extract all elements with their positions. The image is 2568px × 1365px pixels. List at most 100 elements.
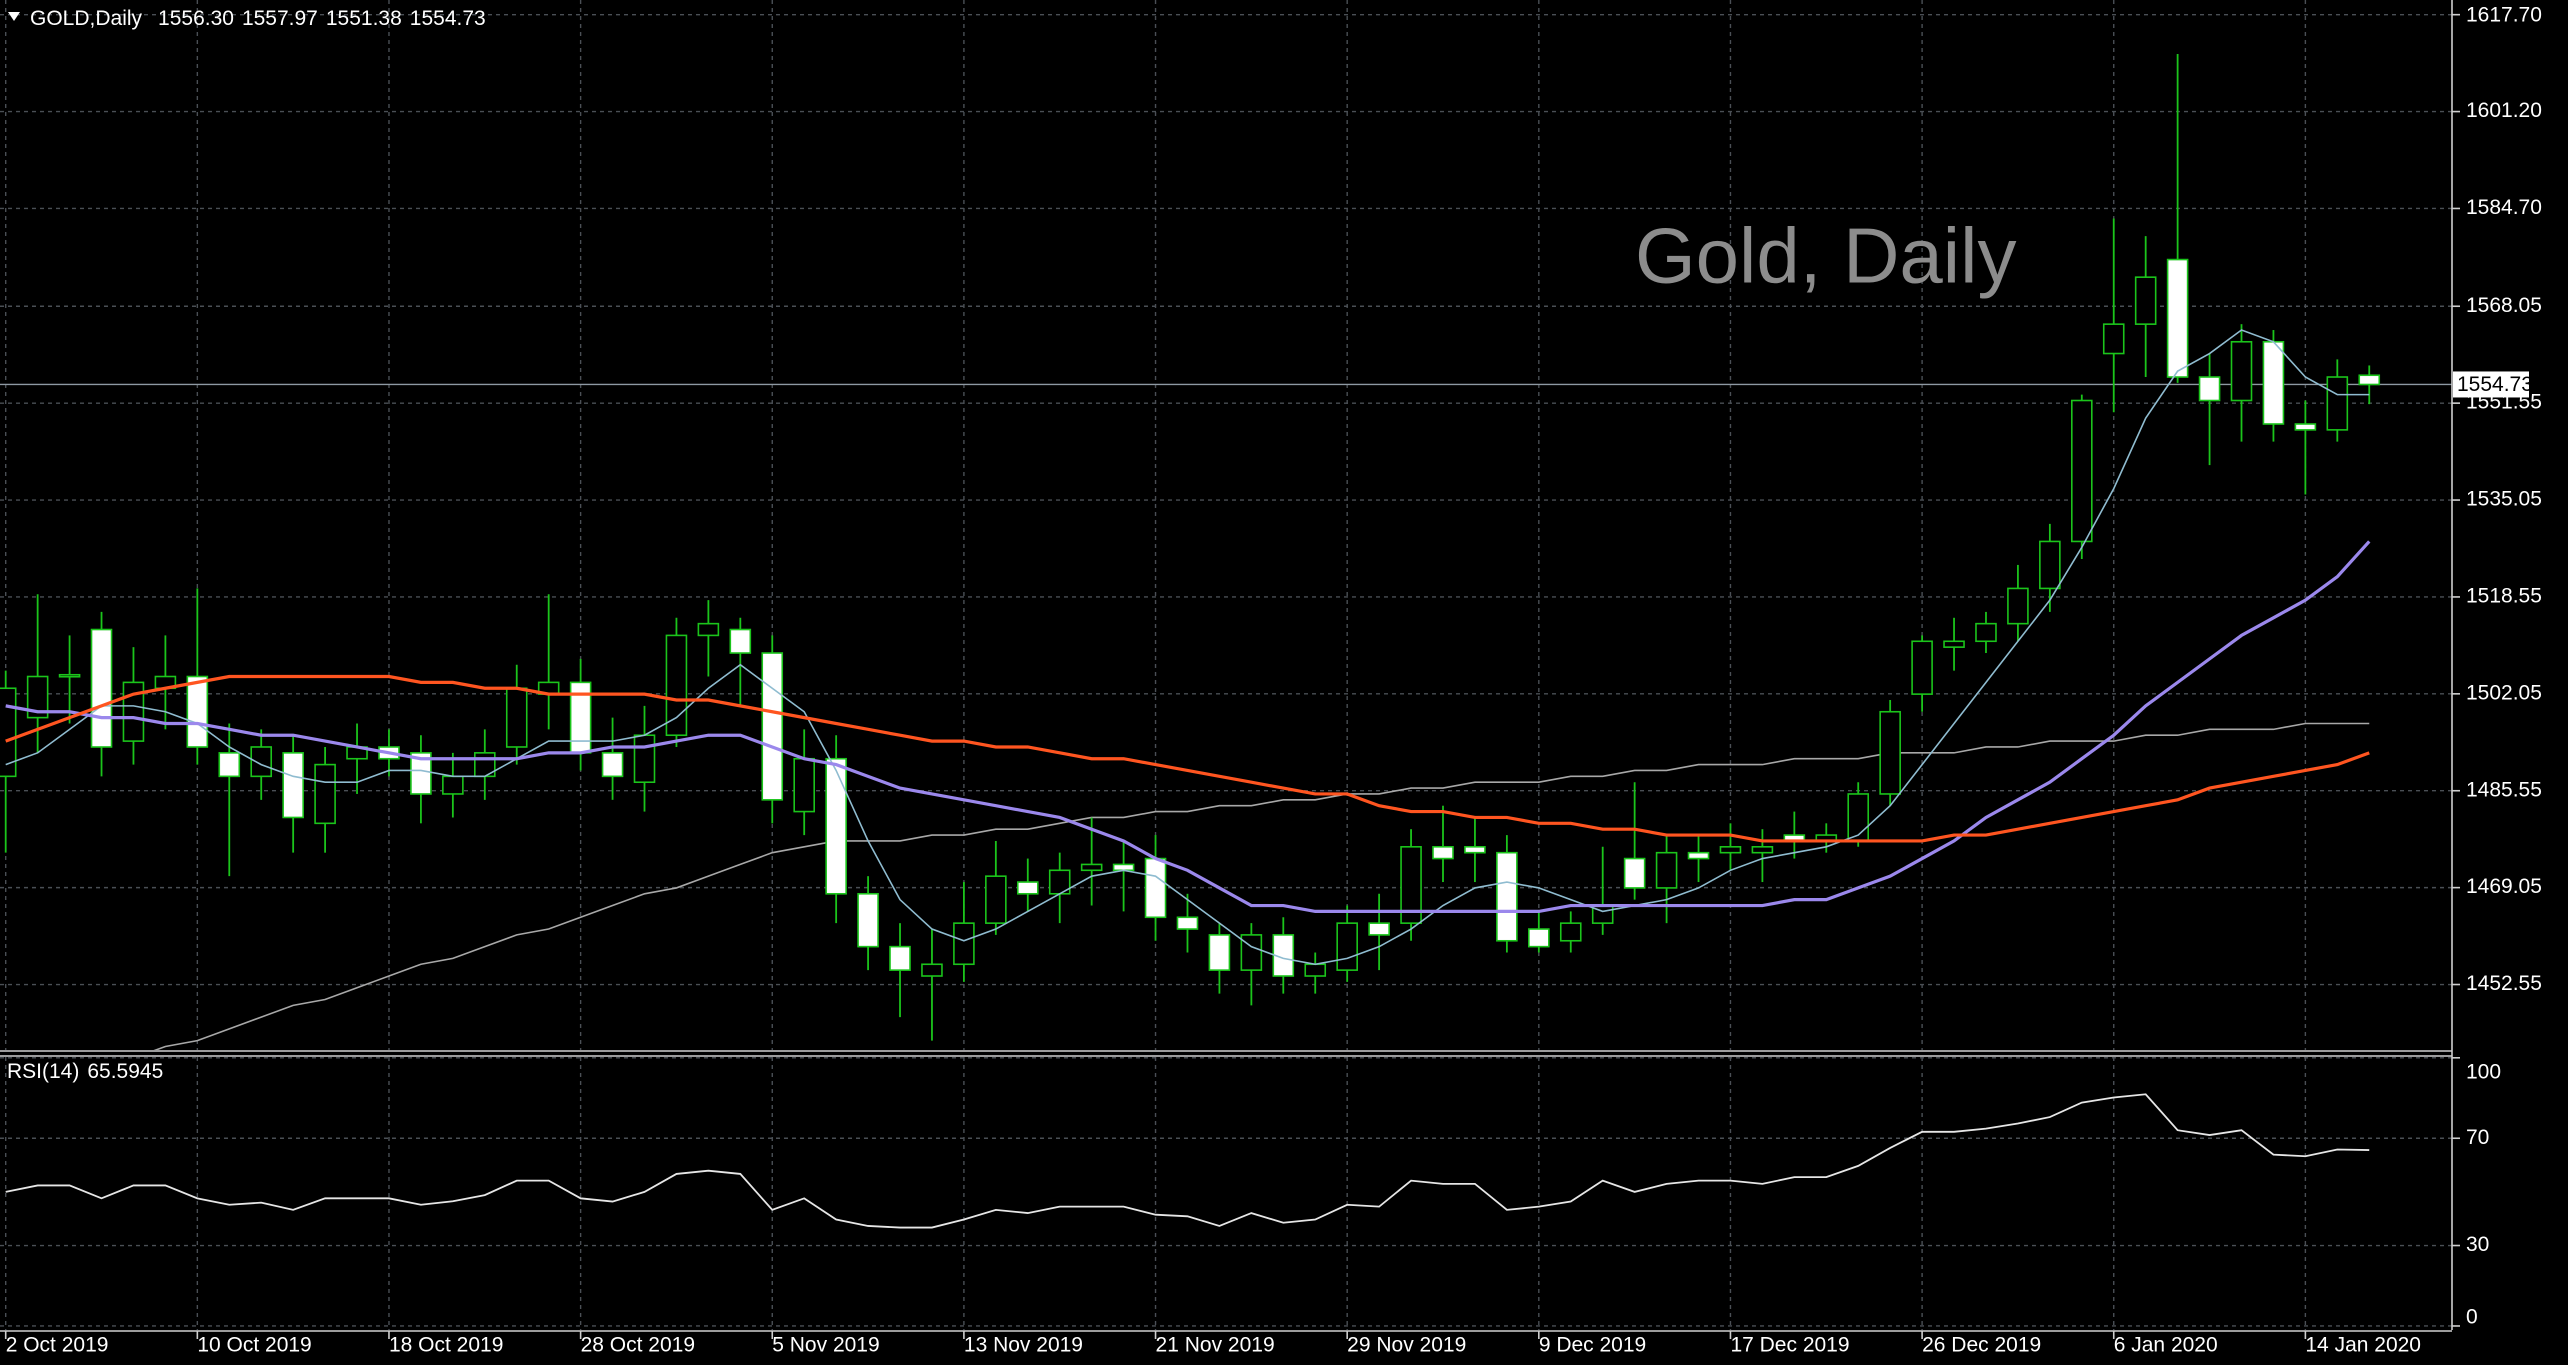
candle-body [1911,640,1933,695]
collapse-arrow [8,12,20,21]
x-tick-label: 9 Dec 2019 [1539,1334,1646,1357]
candle-body [953,922,975,966]
low-label: 1551.38 [326,7,402,30]
candle-body [1240,934,1263,971]
candle-body [729,628,752,654]
candle-body [1368,922,1390,936]
x-tick-label: 13 Nov 2019 [964,1334,1083,1357]
candle-body [1847,793,1870,842]
candle-body [633,734,656,784]
moving-average-line [153,722,2370,1050]
candle-body [2358,374,2381,386]
candle-body [1879,710,1901,795]
chart-header: GOLD,Daily 1556.30 1557.97 1551.38 1554.73 [30,7,486,30]
y-tick-label: 30 [2466,1233,2489,1256]
x-tick-label: 6 Jan 2020 [2114,1334,2218,1357]
high-label: 1557.97 [242,7,318,30]
candle-body [2102,323,2125,355]
candle-body [250,746,273,778]
candle-body [1975,622,1997,643]
y-tick-label: 70 [2466,1126,2489,1149]
candle-body [889,945,911,971]
candle-body [1336,922,1358,971]
candle-body [2039,540,2061,590]
y-tick-label: 1485.55 [2466,778,2542,801]
current-price-box [2453,371,2529,398]
candle-body [2230,340,2253,402]
y-tick-label: 1568.05 [2466,294,2542,317]
candle-body [2198,376,2221,402]
indicator-line [5,1093,2370,1229]
candle-body [1559,922,1582,942]
y-tick-label: 1617.70 [2466,4,2542,27]
candle-body [1144,857,1167,919]
rsi-layer [5,1093,2370,1229]
moving-average-line [5,674,2370,843]
candle-body [1432,846,1454,860]
candle-body [1496,851,1518,942]
candle-body [2007,587,2029,625]
candle-body [1464,846,1486,854]
y-tick-label: 100 [2466,1061,2501,1084]
indicator-title: RSI(14) [7,1060,79,1083]
candle-body [1528,928,1550,948]
candle-body [26,675,49,719]
candle-body [1751,846,1774,854]
candle-body [1304,963,1327,977]
candle-body [186,675,209,748]
candle-body [1112,863,1135,872]
candle-body [1719,846,1742,854]
candle-body [505,687,528,748]
current-price-label: 1554.73 [2457,373,2533,396]
x-tick-label: 10 Oct 2019 [197,1334,311,1357]
candle-body [1655,851,1678,889]
candle-body [1016,881,1039,895]
candle-body [314,763,336,825]
x-tick-label: 5 Nov 2019 [772,1334,879,1357]
price-line-layer [0,383,2452,1050]
candle-body [1623,857,1646,889]
y-tick-label: 1518.55 [2466,584,2542,607]
candle-body [58,673,81,678]
grid-layer [0,0,2452,1330]
candle-body [825,757,847,895]
candle-body [1208,934,1231,971]
candle-body [921,963,943,977]
candle-body [2326,376,2349,431]
candle-body [761,652,784,801]
y-tick-label: 1502.05 [2466,681,2542,704]
y-tick-label: 0 [2466,1306,2478,1329]
candle-body [985,875,1007,924]
x-tick-label: 14 Jan 2020 [2305,1334,2421,1357]
candle-body [1176,916,1199,930]
moving-average-line [5,540,2371,914]
x-tick-label: 28 Oct 2019 [581,1334,695,1357]
candle-body [1080,863,1103,872]
symbol-title: GOLD,Daily [30,7,143,30]
candle-body [218,752,241,778]
x-tick-label: 21 Nov 2019 [1156,1334,1275,1357]
x-tick-label: 29 Nov 2019 [1347,1334,1466,1357]
candle-body [1400,846,1422,924]
moving-average-layer [5,329,2371,966]
watermark: Gold, Daily [1635,212,2016,300]
candle-body [410,752,432,795]
candle-body [697,622,720,637]
candle-body [2166,258,2189,378]
indicator-header: RSI(14) 65.5945 [7,1060,163,1083]
candle-body [857,892,879,948]
candle-body [2071,399,2093,543]
y-tick-label: 1601.20 [2466,99,2542,122]
candle-body [122,681,145,742]
y-tick-label: 1469.05 [2466,875,2542,898]
candle-body [2134,276,2157,325]
x-tick-label: 18 Oct 2019 [389,1334,503,1357]
candle-body [1943,640,1965,648]
candle-body [2262,340,2285,425]
candle-body [2294,423,2317,431]
candle-body [793,757,816,813]
